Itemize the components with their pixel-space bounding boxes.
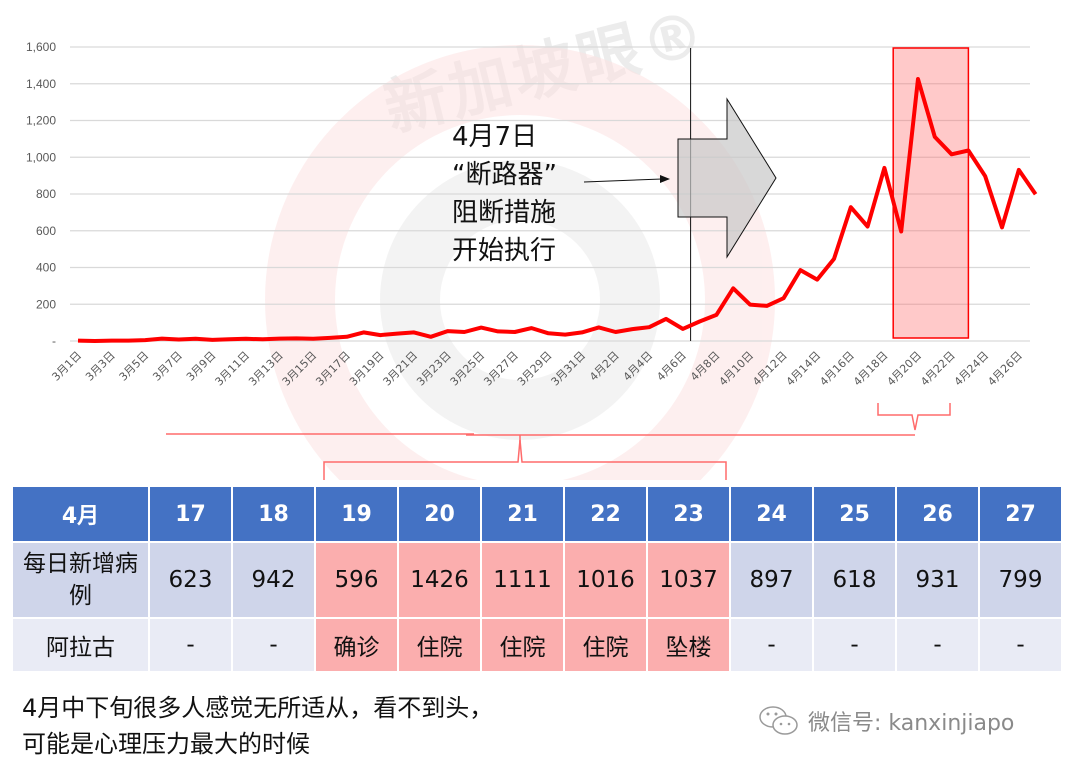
header-cell-month: 4月 [13,487,148,541]
watermark-logo [265,45,775,480]
annotation-line: 4月7日 [452,122,538,152]
caption-line-2: 可能是心理压力最大的时候 [22,730,310,758]
header-cell: 25 [814,487,895,541]
y-tick-label: 200 [36,297,56,311]
table-cell: 住院 [482,619,563,671]
header-cell: 18 [233,487,314,541]
y-tick-label: 400 [36,261,56,275]
annotation-line: 开始执行 [452,236,557,266]
header-cell: 24 [731,487,812,541]
x-tick-label: 3月5日 [117,349,152,384]
x-tick-label: 4月16日 [817,349,857,389]
daily-cases-table: 4月 17 18 19 20 21 22 23 24 25 26 27 每日新增… [11,485,1063,673]
pointer-arrow [583,178,663,183]
bracket-connector [166,403,951,480]
x-tick-label: 4月22日 [918,349,958,389]
table-cell: - [150,619,231,671]
table-cell: 1037 [648,543,729,617]
caption: 4月中下旬很多人感觉无所适从，看不到头， 可能是心理压力最大的时候 [22,690,493,762]
table-header-row: 4月 17 18 19 20 21 22 23 24 25 26 27 [13,487,1061,541]
header-cell: 26 [897,487,978,541]
table-cell: 897 [731,543,812,617]
caption-line-1: 4月中下旬很多人感觉无所适从，看不到头， [22,694,494,722]
x-tick-label: 4月24日 [952,349,992,389]
y-tick-label: 800 [36,187,56,201]
table-cell: 1426 [399,543,480,617]
table-row-cases: 每日新增病例 623 942 596 1426 1111 1016 1037 8… [13,543,1061,617]
header-cell: 23 [648,487,729,541]
x-tick-label: 3月11日 [213,349,253,389]
table-cell: - [897,619,978,671]
table-cell: 住院 [565,619,646,671]
table-cell: 住院 [399,619,480,671]
gridlines [70,46,1030,342]
x-tick-label: 3月19日 [347,349,387,389]
x-tick-label: 3月7日 [150,349,185,384]
y-tick-label: 600 [36,224,56,238]
table-cell: - [980,619,1061,671]
block-arrow-right-icon [677,97,777,259]
x-tick-label: 3月3日 [83,349,118,384]
header-cell: 19 [316,487,397,541]
x-tick-label: 4月18日 [851,349,891,389]
table-cell: 1111 [482,543,563,617]
annotation-line: 阻断措施 [452,198,557,228]
y-axis-ticks: - 200 400 600 800 1,000 1,200 1,400 1,600 [26,40,56,348]
table-cell: 坠楼 [648,619,729,671]
header-cell: 27 [980,487,1061,541]
table-cell: 596 [316,543,397,617]
x-tick-label: 4月20日 [885,349,925,389]
annotation-line: “断路器” [452,160,557,190]
table-cell: 931 [897,543,978,617]
y-tick-label: 1,400 [26,77,56,91]
y-tick-label: 1,000 [26,150,56,164]
table-cell: 1016 [565,543,646,617]
x-tick-label: 4月26日 [985,349,1025,389]
header-cell: 22 [565,487,646,541]
table-cell: 942 [233,543,314,617]
table-cell: 799 [980,543,1061,617]
row-label-person: 阿拉古 [13,619,148,671]
header-cell: 21 [482,487,563,541]
x-tick-label: 4月14日 [784,349,824,389]
pointer-arrowhead-icon [660,175,670,183]
circuit-breaker-annotation: 4月7日 “断路器” 阻断措施 开始执行 [452,118,557,270]
table-cell: - [233,619,314,671]
table-cell: 623 [150,543,231,617]
y-tick-label: 1,600 [26,40,56,54]
wechat-credit: 微信号: kanxinjiapo [758,704,1014,738]
table-cell: - [731,619,812,671]
daily-cases-line [77,77,1038,343]
table-cell: 618 [814,543,895,617]
x-tick-label: 3月1日 [49,349,84,384]
wechat-icon [759,706,798,735]
header-cell: 17 [150,487,231,541]
row-label-cases: 每日新增病例 [13,543,148,617]
y-tick-label: - [52,334,56,348]
table-row-person: 阿拉古 - - 确诊 住院 住院 住院 坠楼 - - - - [13,619,1061,671]
header-cell: 20 [399,487,480,541]
table-cell: 确诊 [316,619,397,671]
x-tick-label: 4月6日 [654,349,689,384]
wechat-label: 微信号: kanxinjiapo [808,711,1015,736]
y-tick-label: 1,200 [26,114,56,128]
table-cell: - [814,619,895,671]
